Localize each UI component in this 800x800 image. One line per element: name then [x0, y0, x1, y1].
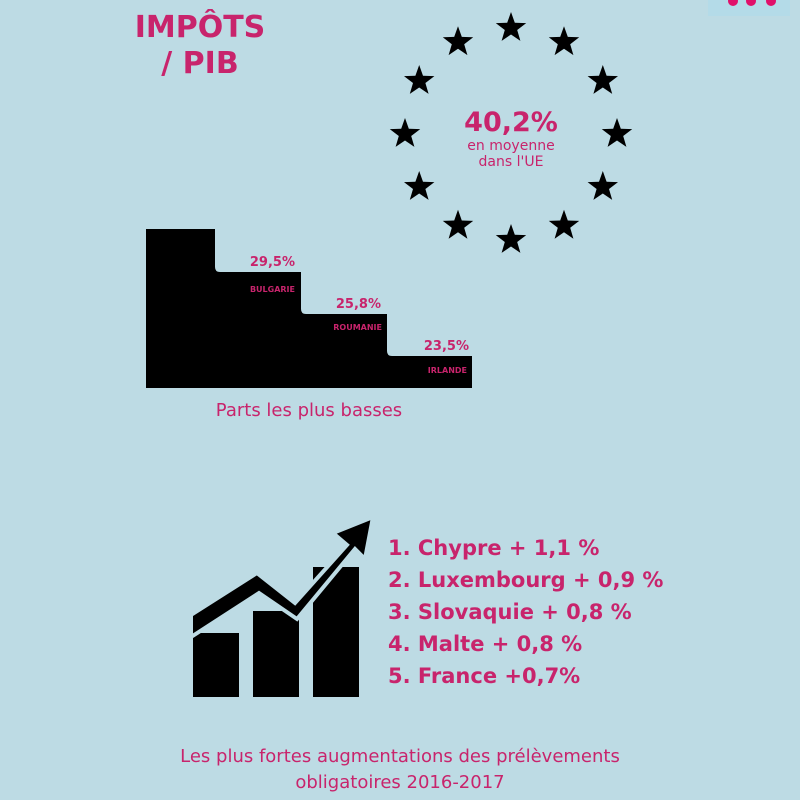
star-icon	[442, 26, 474, 56]
increase-item-4: 4. Malte + 0,8 %	[388, 632, 583, 656]
value-irlande: 23,5%	[423, 339, 469, 354]
caption-line-2: obligatoires 2016-2017	[295, 772, 505, 793]
eu-average-value: 40,2%	[464, 107, 558, 138]
title-line-1: IMPÔTS	[134, 10, 266, 45]
country-roumanie: ROUMANIE	[333, 323, 382, 332]
increase-item-1: 1. Chypre + 1,1 %	[388, 536, 600, 560]
eu-average: 40,2% en moyenne dans l'UE	[431, 107, 591, 171]
page-title: IMPÔTS / PIB	[120, 10, 280, 82]
increase-item-3: 3. Slovaquie + 0,8 %	[388, 600, 632, 624]
country-bulgarie: BULGARIE	[249, 285, 295, 294]
eu-average-label-2: dans l'UE	[478, 154, 544, 170]
star-icon	[587, 65, 618, 94]
star-icon	[442, 209, 474, 239]
star-icon	[495, 12, 527, 41]
increase-item-5: 5. France +0,7%	[388, 664, 581, 688]
star-icon	[587, 171, 618, 200]
value-bulgarie: 29,5%	[249, 255, 295, 270]
star-icon	[404, 171, 435, 200]
star-icon	[404, 65, 435, 94]
title-line-2: / PIB	[161, 46, 239, 81]
star-icon	[548, 209, 580, 239]
star-icon	[389, 118, 421, 147]
star-icon	[495, 224, 527, 253]
growth-chart-icon	[189, 515, 375, 697]
star-icon	[601, 118, 633, 147]
eu-average-label-1: en moyenne	[467, 138, 555, 154]
star-icon	[548, 26, 580, 56]
country-irlande: IRLANDE	[427, 366, 467, 375]
value-roumanie: 25,8%	[335, 297, 381, 312]
increases-caption: Les plus fortes augmentations des prélèv…	[120, 744, 680, 796]
corner-logo	[708, 0, 790, 16]
increase-item-2: 2. Luxembourg + 0,9 %	[388, 568, 664, 592]
caption-line-1: Les plus fortes augmentations des prélèv…	[180, 746, 620, 767]
lowest-caption: Parts les plus basses	[215, 400, 403, 421]
